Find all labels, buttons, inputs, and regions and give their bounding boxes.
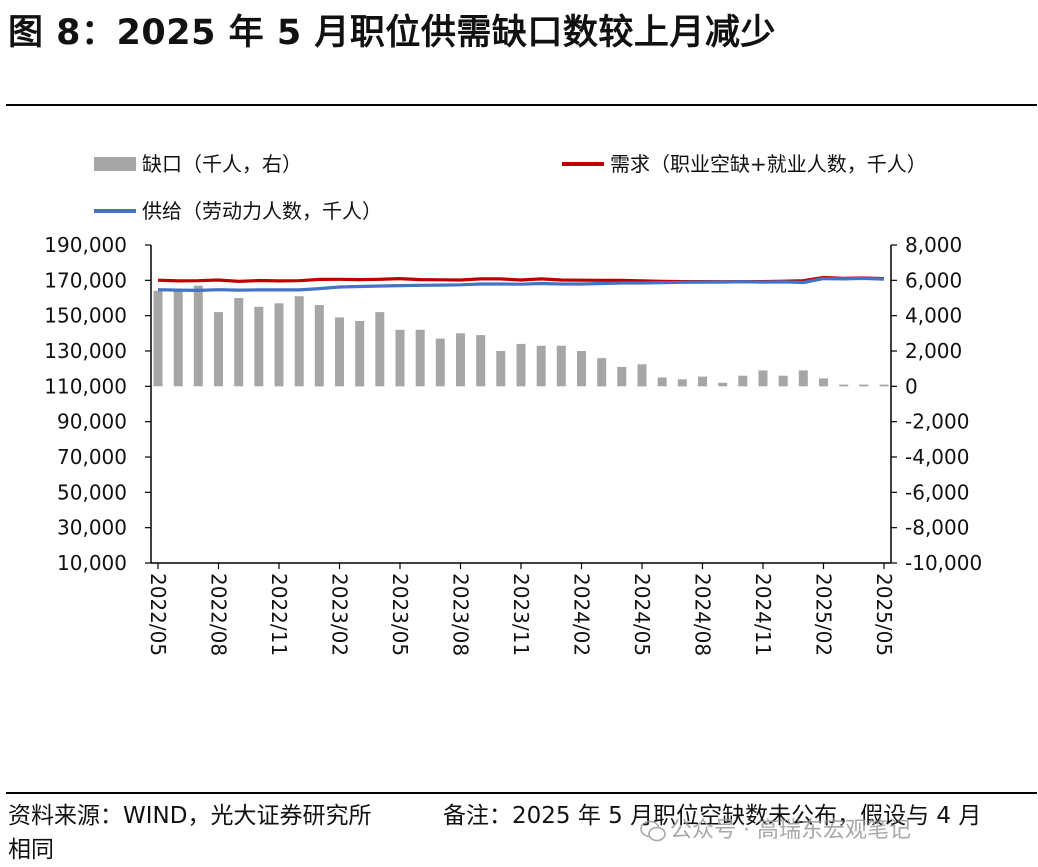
- chart-title: 图 8：2025 年 5 月职位供需缺口数较上月减少: [8, 13, 776, 53]
- series-lines: [157, 275, 885, 292]
- x-tick-label: 2022/08: [207, 573, 231, 656]
- right-tick-label: -6,000: [905, 480, 969, 504]
- gap-bar: [234, 298, 244, 387]
- gap-bar: [637, 364, 647, 387]
- gap-bar: [335, 317, 344, 387]
- gap-bar: [556, 345, 566, 387]
- gap-bar: [375, 312, 385, 387]
- x-tick-label: 2025/05: [872, 573, 896, 656]
- gap-bar: [536, 345, 546, 387]
- left-tick-label: 50,000: [57, 480, 127, 504]
- legend-swatch-gap: [94, 157, 136, 171]
- gap-bar: [496, 351, 506, 387]
- gap-bar: [516, 343, 526, 387]
- left-tick-label: 30,000: [57, 516, 127, 540]
- legend-swatch-demand: [562, 162, 604, 166]
- gap-bar: [294, 296, 304, 387]
- gap-bar: [153, 290, 163, 387]
- right-tick-label: 6,000: [905, 268, 962, 292]
- right-axis-ticks: 8,000 6,000 4,000 2,000 0 -2,000 -4,000 -6,000 -…: [891, 233, 982, 575]
- gap-bar: [677, 379, 687, 387]
- gap-bar: [597, 358, 607, 387]
- left-tick-label: 150,000: [44, 304, 127, 328]
- legend-swatch-supply: [94, 209, 136, 213]
- left-tick-label: 190,000: [44, 233, 127, 257]
- right-tick-label: 8,000: [905, 233, 962, 257]
- gap-chart: 缺口（千人，右） 需求（职业空缺+就业人数，千人） 供给（劳动力人数，千人） 1…: [44, 152, 982, 656]
- left-tick-label: 10,000: [57, 551, 127, 575]
- watermark-text: 公众号 · 高瑞东宏观笔记: [670, 818, 911, 843]
- legend-label-demand: 需求（职业空缺+就业人数，千人）: [610, 152, 927, 176]
- wechat-icon: [640, 820, 666, 842]
- right-tick-label: -10,000: [905, 551, 982, 575]
- gap-bar: [395, 329, 405, 387]
- left-tick-label: 70,000: [57, 445, 127, 469]
- gap-bar: [435, 338, 445, 387]
- x-axis-ticks: 2022/05 2022/08 2022/11 2023/02 2023/05 2023/…: [146, 563, 896, 656]
- gap-bar: [879, 384, 889, 387]
- gap-bar: [476, 335, 486, 387]
- left-tick-label: 90,000: [57, 410, 127, 434]
- supply-line: [157, 276, 885, 292]
- x-tick-label: 2022/11: [267, 573, 291, 656]
- gap-bar: [254, 306, 264, 387]
- gap-bar: [456, 333, 465, 387]
- gap-bars: [153, 285, 889, 387]
- right-tick-label: 4,000: [905, 304, 962, 328]
- x-tick-label: 2023/05: [388, 573, 412, 656]
- remark-note-continued: 相同: [8, 837, 54, 863]
- gap-bar: [314, 305, 324, 387]
- gap-bar: [657, 377, 667, 387]
- left-tick-label: 110,000: [44, 374, 127, 398]
- legend-label-supply: 供给（劳动力人数，千人）: [142, 199, 382, 223]
- gap-bar: [355, 321, 365, 387]
- left-tick-label: 170,000: [44, 268, 127, 292]
- axes: [150, 245, 892, 564]
- top-divider: [6, 104, 1037, 106]
- gap-bar: [617, 366, 627, 387]
- right-tick-label: -2,000: [905, 410, 969, 434]
- gap-bar: [819, 378, 828, 387]
- gap-bar: [718, 382, 728, 387]
- left-tick-label: 130,000: [44, 339, 127, 363]
- gap-bar: [778, 375, 788, 387]
- legend: 缺口（千人，右） 需求（职业空缺+就业人数，千人） 供给（劳动力人数，千人）: [94, 152, 927, 223]
- gap-bar: [214, 312, 223, 387]
- left-axis-ticks: 190,000 170,000 150,000 130,000 110,000 90,00…: [44, 233, 151, 575]
- gap-bar: [415, 329, 425, 387]
- x-tick-label: 2022/05: [146, 573, 170, 656]
- remark-note: 备注：2025 年 5 月职位空缺数未公布，假设与 4 月: [443, 803, 982, 829]
- x-tick-label: 2024/08: [691, 573, 715, 656]
- right-tick-label: -8,000: [905, 516, 969, 540]
- x-tick-label: 2024/02: [570, 573, 594, 656]
- gap-bar: [577, 351, 586, 387]
- x-tick-label: 2023/02: [328, 573, 352, 656]
- right-tick-label: 0: [905, 374, 918, 398]
- gap-bar: [274, 303, 284, 387]
- gap-bar: [193, 285, 203, 387]
- gap-bar: [173, 290, 183, 387]
- x-tick-label: 2023/08: [449, 573, 473, 656]
- source-note: 资料来源：WIND，光大证券研究所: [8, 803, 372, 829]
- watermark: 公众号 · 高瑞东宏观笔记: [640, 812, 911, 844]
- gap-bar: [839, 384, 849, 387]
- right-tick-label: -4,000: [905, 445, 969, 469]
- x-tick-label: 2023/11: [509, 573, 533, 656]
- right-tick-label: 2,000: [905, 339, 962, 363]
- gap-bar: [798, 370, 808, 387]
- legend-label-gap: 缺口（千人，右）: [142, 152, 302, 176]
- x-tick-label: 2024/11: [751, 573, 775, 656]
- x-tick-label: 2024/05: [630, 573, 654, 656]
- gap-bar: [758, 370, 768, 387]
- x-tick-label: 2025/02: [812, 573, 836, 656]
- gap-bar: [698, 376, 707, 387]
- gap-bar: [859, 384, 869, 387]
- bottom-divider: [6, 792, 1037, 794]
- gap-bar: [738, 375, 748, 387]
